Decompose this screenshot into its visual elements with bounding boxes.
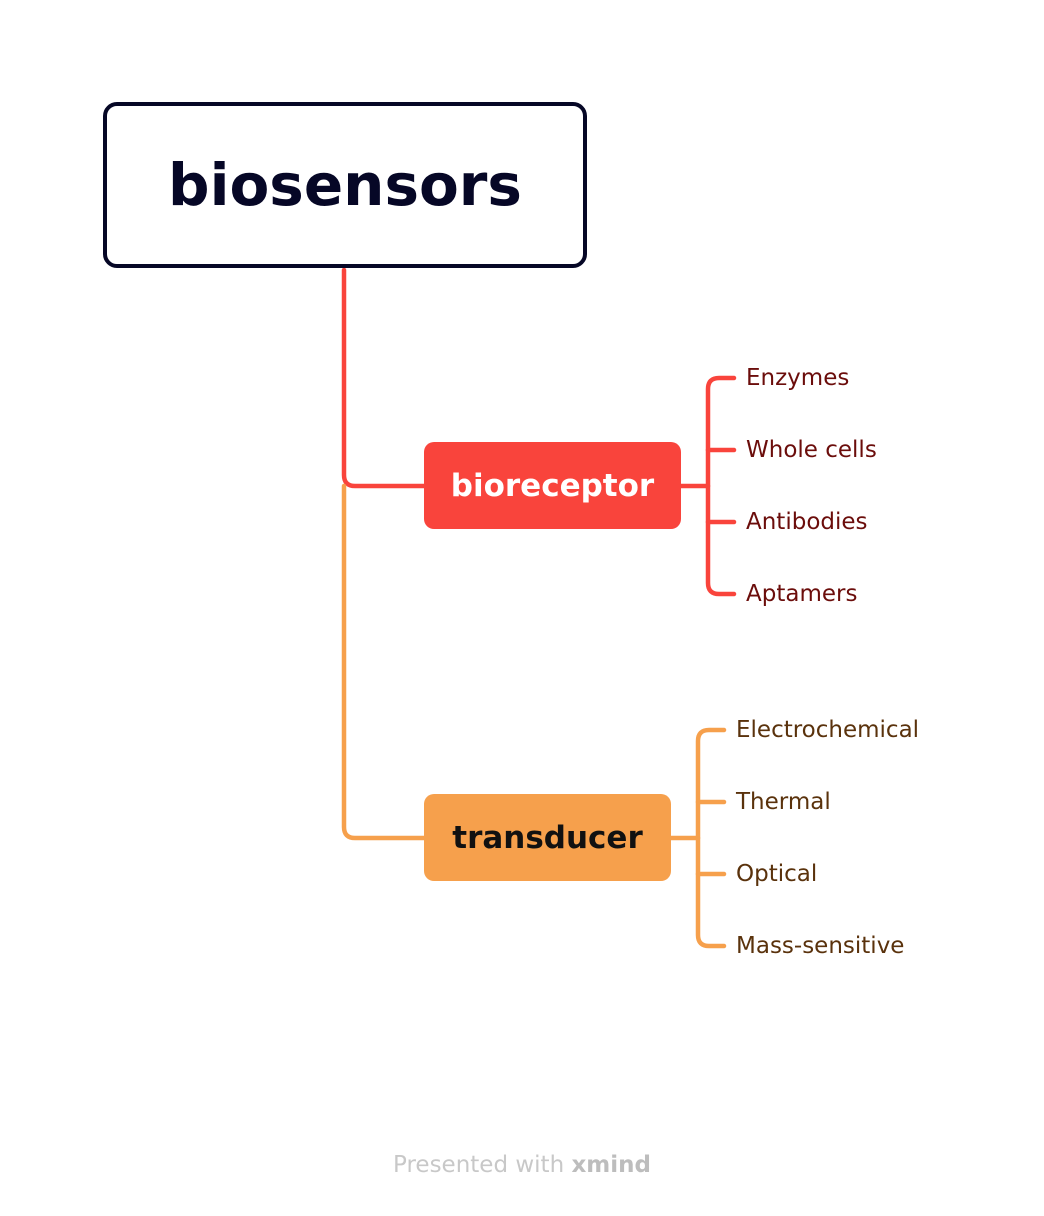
subtopic-whole-cells[interactable]: Whole cells xyxy=(746,437,877,463)
connector-root-transducer xyxy=(341,483,427,841)
subtopic-aptamers[interactable]: Aptamers xyxy=(746,581,858,607)
subtopic-mass-sensitive[interactable]: Mass-sensitive xyxy=(736,933,905,959)
branch-topic-label: bioreceptor xyxy=(450,467,655,504)
subtopic-enzymes[interactable]: Enzymes xyxy=(746,365,850,391)
branch-topic-transducer[interactable]: transducer xyxy=(424,794,671,881)
subtopic-optical[interactable]: Optical xyxy=(736,861,818,887)
footer-attribution: Presented with xmind xyxy=(0,1152,1044,1178)
connector-root-bioreceptor xyxy=(341,267,427,489)
footer-prefix: Presented with xyxy=(393,1152,565,1178)
branch-topic-label: transducer xyxy=(452,819,643,856)
connector-bioreceptor-bracket xyxy=(705,375,737,597)
footer-brand-logo: xmind xyxy=(571,1152,651,1178)
subtopic-electrochemical[interactable]: Electrochemical xyxy=(736,717,920,743)
subtopic-thermal[interactable]: Thermal xyxy=(736,789,831,815)
root-topic[interactable]: biosensors xyxy=(103,102,587,268)
root-topic-label: biosensors xyxy=(168,151,522,219)
branch-topic-bioreceptor[interactable]: bioreceptor xyxy=(424,442,681,529)
subtopic-antibodies[interactable]: Antibodies xyxy=(746,509,868,535)
connector-transducer-bracket xyxy=(695,727,727,949)
